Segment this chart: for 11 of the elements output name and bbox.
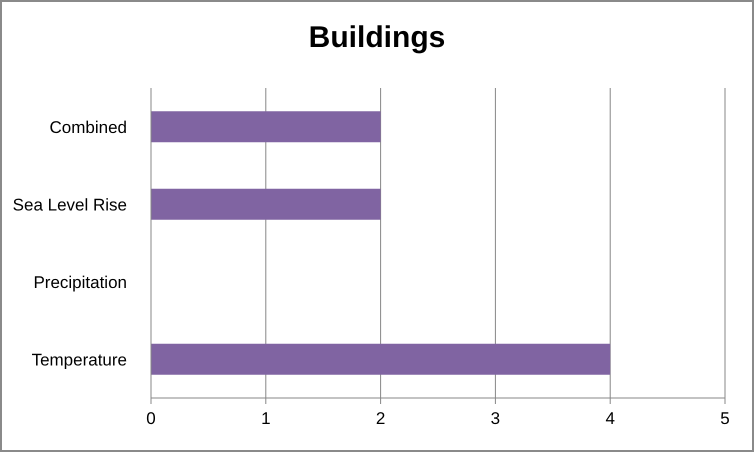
x-tick-label: 2 bbox=[376, 409, 386, 428]
x-tick-label: 5 bbox=[720, 409, 730, 428]
y-tick-label: Sea Level Rise bbox=[12, 195, 127, 214]
x-tick-label: 4 bbox=[605, 409, 615, 428]
x-tick-label: 0 bbox=[146, 409, 156, 428]
x-tick-label: 1 bbox=[261, 409, 271, 428]
y-tick-label: Precipitation bbox=[33, 272, 127, 292]
x-tick-label: 3 bbox=[490, 409, 500, 428]
chart-title: Buildings bbox=[308, 20, 446, 56]
y-tick-label: Temperature bbox=[32, 350, 127, 370]
y-tick-label: Combined bbox=[50, 118, 127, 137]
